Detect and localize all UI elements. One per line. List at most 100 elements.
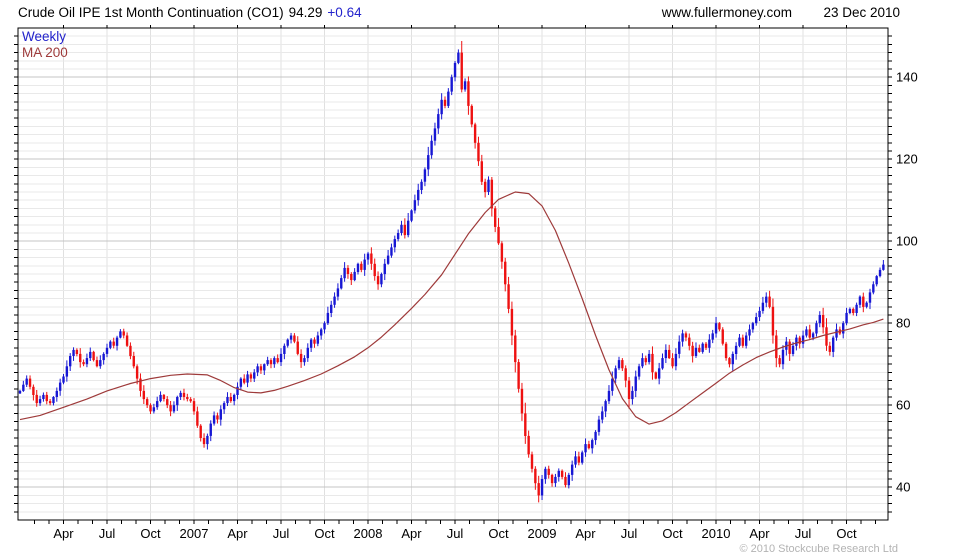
- candle-body: [229, 397, 233, 402]
- y-axis-label: 80: [896, 316, 910, 331]
- candle-body: [202, 438, 206, 445]
- candle-body: [698, 347, 701, 352]
- candle-body: [189, 399, 192, 402]
- candle-body: [253, 372, 256, 379]
- candle-body: [376, 276, 380, 285]
- candle-body: [89, 351, 92, 359]
- candle-body: [828, 345, 832, 352]
- ma-line: [19, 191, 884, 425]
- candle-body: [423, 169, 427, 182]
- candle-body: [437, 114, 440, 129]
- candle-body: [75, 349, 79, 354]
- candle-body: [527, 435, 530, 455]
- candle-body: [176, 397, 179, 406]
- candle-body: [102, 353, 105, 361]
- y-axis-label: 40: [896, 480, 910, 495]
- candle-body: [514, 335, 517, 363]
- candle-body: [651, 353, 654, 373]
- candle-body: [487, 179, 490, 192]
- candle-body: [614, 368, 617, 379]
- candle-body: [835, 329, 838, 338]
- candle-body: [212, 415, 216, 424]
- candle-body: [634, 376, 637, 391]
- candle-body: [845, 312, 848, 324]
- candle-body: [196, 411, 199, 426]
- candle-body: [647, 353, 651, 363]
- candle-body: [868, 292, 872, 303]
- candle-body: [132, 356, 135, 367]
- candle-body: [286, 339, 289, 346]
- x-axis-label: Jul: [621, 526, 638, 541]
- candle-body: [427, 155, 430, 170]
- candle-body: [524, 413, 527, 436]
- candle-body: [470, 105, 473, 125]
- candle-body: [353, 271, 356, 281]
- legend-timeframe: Weekly: [22, 29, 67, 44]
- candle-body: [119, 331, 122, 338]
- candle-body: [420, 181, 423, 190]
- candle-body: [417, 189, 420, 201]
- candle-body: [410, 210, 413, 221]
- candle-body: [413, 200, 417, 211]
- candle-body: [678, 341, 681, 354]
- candle-body: [125, 335, 129, 346]
- candle-body: [721, 329, 724, 344]
- candle-body: [309, 339, 313, 348]
- x-axis-label: 2008: [354, 526, 383, 541]
- candle-body: [122, 331, 125, 336]
- candle-body: [380, 274, 383, 285]
- candle-body: [343, 267, 346, 279]
- candle-body: [664, 349, 668, 359]
- candle-body: [671, 358, 674, 367]
- candle-body: [313, 339, 316, 344]
- candle-body: [360, 263, 363, 270]
- candle-body: [206, 435, 209, 445]
- candle-body: [58, 382, 62, 391]
- candle-body: [788, 341, 791, 354]
- candle-body: [145, 399, 149, 406]
- candle-body: [192, 401, 196, 412]
- candle-body: [440, 99, 443, 115]
- candle-body: [738, 337, 741, 346]
- candle-body: [139, 378, 142, 391]
- candle-body: [42, 394, 45, 399]
- candle-body: [530, 454, 534, 469]
- candle-body: [370, 253, 373, 264]
- candle-body: [557, 470, 560, 477]
- candle-body: [560, 470, 564, 477]
- candle-body: [805, 329, 808, 336]
- candle-body: [219, 409, 222, 420]
- grid-layer: [18, 28, 888, 520]
- candle-body: [350, 274, 353, 281]
- x-axis-label: Apr: [575, 526, 596, 541]
- candle-body: [550, 474, 554, 484]
- candle-body: [293, 335, 296, 342]
- y-axis-label: 100: [896, 234, 918, 249]
- candle-body: [467, 81, 470, 106]
- candle-body: [149, 405, 152, 412]
- candle-body: [460, 52, 463, 90]
- candle-body: [32, 386, 35, 395]
- candle-body: [386, 255, 390, 264]
- candle-body: [52, 397, 55, 404]
- candle-body: [326, 312, 330, 324]
- y-axis-label: 60: [896, 398, 910, 413]
- candle-body: [688, 337, 691, 346]
- candle-body: [443, 99, 447, 106]
- candle-body: [28, 378, 32, 387]
- candle-body: [497, 226, 500, 244]
- candle-body: [534, 468, 537, 484]
- quote-date: 23 Dec 2010: [823, 5, 900, 20]
- candlestick-series: [18, 41, 885, 503]
- candle-body: [547, 468, 550, 475]
- candle-body: [694, 347, 698, 356]
- candle-body: [734, 345, 738, 354]
- x-axis-labels: Apr Jul Oct 2007 Apr Jul Oct 2008 Apr Jul Oct 2009 A…: [53, 526, 857, 541]
- candle-body: [259, 366, 263, 371]
- candle-body: [798, 337, 801, 344]
- candle-body: [584, 444, 587, 453]
- candle-body: [510, 308, 514, 336]
- candle-body: [346, 267, 350, 274]
